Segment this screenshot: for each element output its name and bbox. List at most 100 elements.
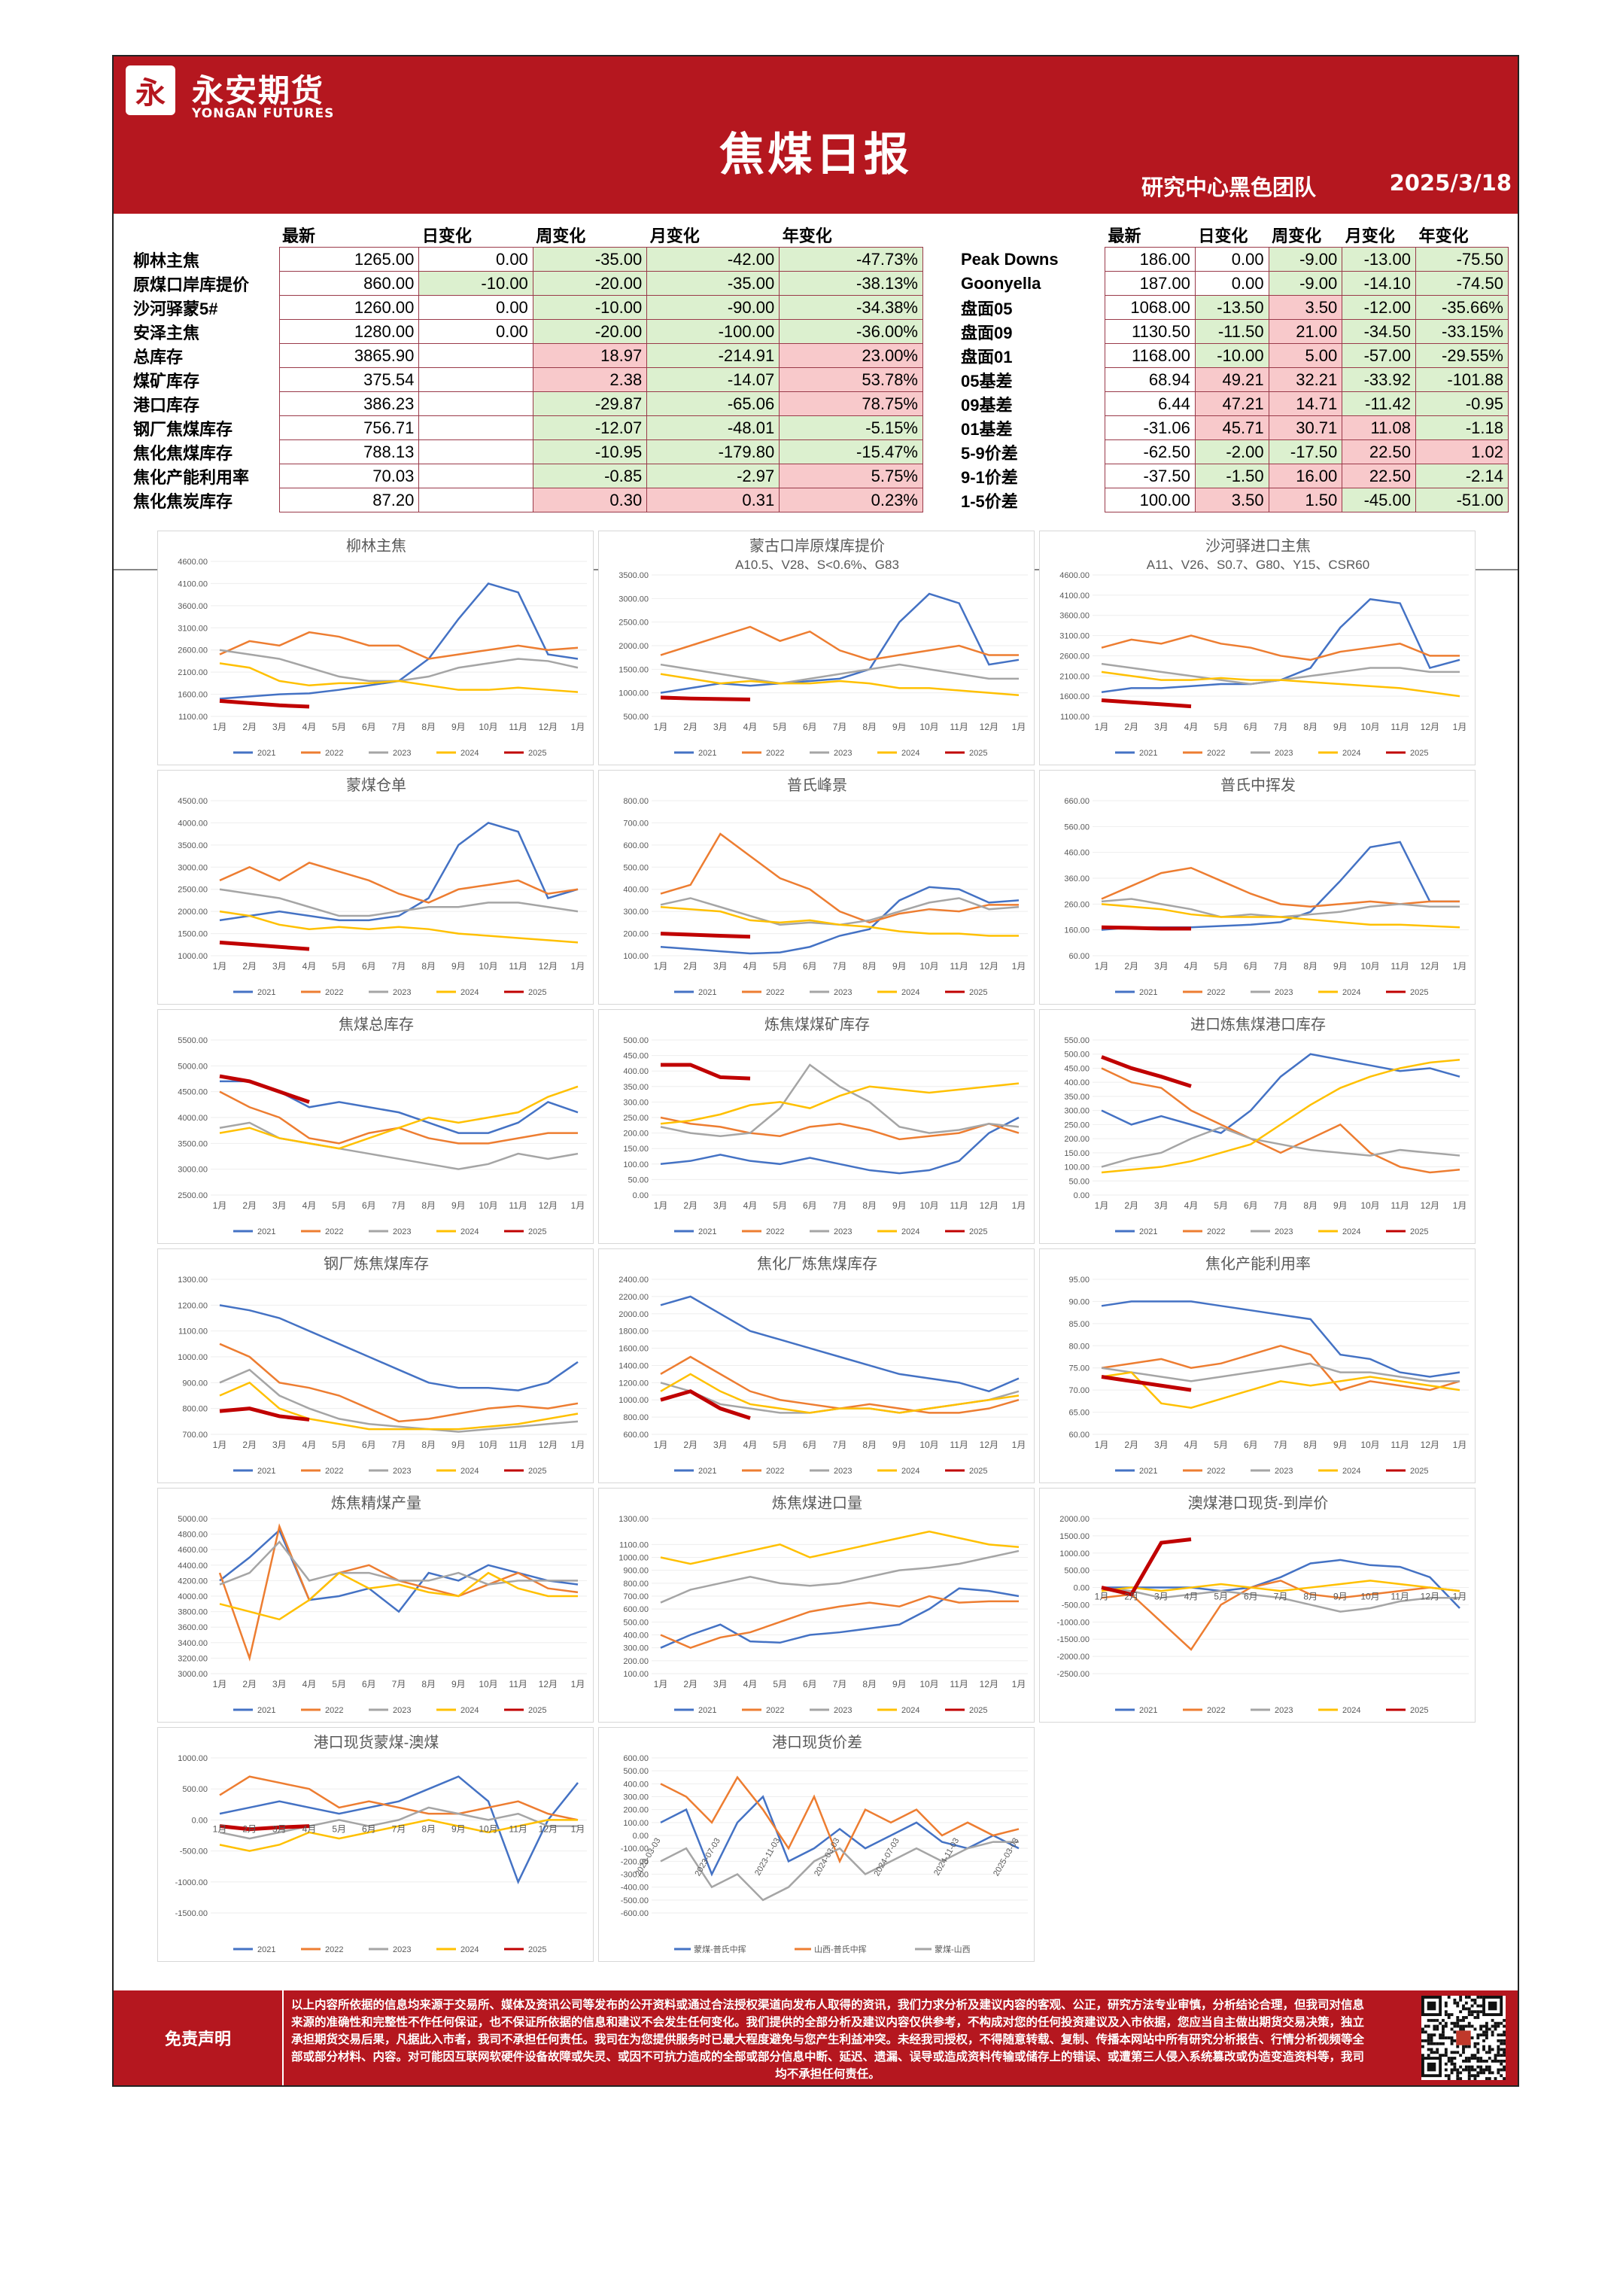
chart-title: 蒙古口岸原煤库提价 <box>749 537 885 555</box>
qr-module <box>1424 2039 1427 2042</box>
qr-module <box>1444 2068 1448 2072</box>
table-cell <box>418 391 533 416</box>
chart-svg: 焦化厂炼焦煤库存 2400.00 2200.00 2000.00 1800.00 1600… <box>619 1255 1028 1476</box>
qr-module <box>1491 2018 1494 2022</box>
y-tick-label: 2000.00 <box>1059 1515 1090 1524</box>
legend-label: 2024 <box>1342 749 1360 758</box>
qr-module <box>1444 2021 1448 2025</box>
table-row: 9-1价差 -37.50 -1.50 16.00 22.50 -2.14 <box>959 464 1509 488</box>
legend-label: 2022 <box>1207 1467 1225 1476</box>
qr-module <box>1453 2068 1457 2072</box>
y-tick-label: 700.00 <box>182 1431 208 1440</box>
qr-module <box>1503 2051 1506 2054</box>
table-cell: 1130.50 <box>1105 319 1196 344</box>
qr-module <box>1497 2033 1500 2037</box>
legend-label: 2023 <box>834 988 852 997</box>
qr-module <box>1503 2059 1506 2063</box>
x-tick-label: 10月 <box>479 1823 497 1834</box>
legend-label: 2025 <box>1410 749 1428 758</box>
table-cell: -57.00 <box>1342 343 1416 368</box>
x-tick-label: 6月 <box>362 961 376 972</box>
row-label: 焦化焦煤库存 <box>133 443 233 463</box>
chart-panel: 澳煤港口现货-到岸价 2000.00 1500.00 1000.00 500.00 0.0… <box>1039 1488 1476 1723</box>
y-tick-label: -1000.00 <box>175 1878 208 1887</box>
qr-module <box>1470 2010 1474 2014</box>
legend-label: 2021 <box>257 1227 275 1236</box>
qr-module <box>1439 2042 1442 2045</box>
legend-label: 2022 <box>766 1227 784 1236</box>
x-tick-label: 5月 <box>773 1679 787 1689</box>
table-row: 煤矿库存 375.54 2.38 -14.07 53.78% <box>130 367 923 392</box>
table-cell: 14.71 <box>1268 391 1343 416</box>
qr-module <box>1482 2039 1485 2042</box>
x-tick-label: 8月 <box>1303 1440 1318 1450</box>
x-tick-label: 12月 <box>1421 1592 1439 1602</box>
legend-label: 2024 <box>1342 1227 1360 1236</box>
y-tick-label: 300.00 <box>623 1098 649 1107</box>
y-tick-label: 1300.00 <box>619 1515 649 1524</box>
row-label: 09基差 <box>961 395 1013 415</box>
table-cell: 22.50 <box>1342 439 1416 464</box>
qr-module <box>1436 2051 1439 2054</box>
x-tick-label: 2月 <box>242 961 257 972</box>
y-tick-label: 4400.00 <box>178 1562 208 1571</box>
qr-module <box>1433 2051 1436 2054</box>
x-tick-label: 8月 <box>1303 961 1318 972</box>
y-tick-label: 350.00 <box>623 1083 649 1092</box>
qr-module <box>1476 1996 1480 1999</box>
x-tick-label: 11月 <box>950 1200 968 1211</box>
qr-module <box>1497 2051 1500 2054</box>
table-row: 盘面05 1068.00 -13.50 3.50 -12.00 -35.66% <box>959 295 1509 320</box>
chart-panel: 钢厂炼焦煤库存 1300.00 1200.00 1100.00 1000.00 900.0… <box>157 1248 594 1483</box>
qr-module <box>1470 2013 1474 2017</box>
qr-module <box>1467 2024 1471 2028</box>
x-tick-label: 6月 <box>803 1200 817 1211</box>
column-header: 周变化 <box>1272 227 1322 245</box>
table-cell: -0.85 <box>532 464 648 488</box>
y-tick-label: 4200.00 <box>178 1577 208 1586</box>
qr-module <box>1473 2001 1477 2005</box>
qr-module <box>1462 2004 1465 2008</box>
x-tick-label: 12月 <box>980 961 998 972</box>
column-header: 日变化 <box>1198 227 1248 245</box>
x-tick-label: 6月 <box>362 1679 376 1689</box>
table-cell: 0.00 <box>418 247 533 272</box>
qr-module <box>1491 2030 1494 2034</box>
qr-module <box>1436 2027 1439 2031</box>
qr-module <box>1476 2057 1480 2060</box>
x-tick-label: 3月 <box>1154 1440 1169 1450</box>
table-cell: -34.38% <box>779 295 923 320</box>
x-tick-label: 3月 <box>1154 1200 1169 1211</box>
y-tick-label: 500.00 <box>623 713 649 722</box>
x-tick-label: 6月 <box>803 1440 817 1450</box>
report-date: 2025/3/18 <box>1389 170 1512 196</box>
qr-module <box>1500 2033 1503 2037</box>
qr-module <box>1456 2068 1460 2072</box>
y-tick-label: 2600.00 <box>1059 652 1090 661</box>
row-label: 柳林主焦 <box>133 251 200 270</box>
y-tick-label: 600.00 <box>623 1605 649 1614</box>
x-tick-label: 1月 <box>1095 722 1109 732</box>
x-tick-label: 7月 <box>1274 961 1288 972</box>
y-tick-label: 200.00 <box>623 1806 649 1815</box>
legend-label: 2022 <box>325 1467 343 1476</box>
x-tick-label: 8月 <box>421 961 436 972</box>
table-cell: -10.00 <box>532 295 648 320</box>
qr-module <box>1453 2065 1457 2069</box>
x-tick-label: 10月 <box>919 722 938 732</box>
x-tick-label: 11月 <box>950 1440 968 1450</box>
x-tick-label: 7月 <box>392 961 406 972</box>
series-line-2022 <box>219 862 579 904</box>
table-cell: 0.00 <box>418 319 533 344</box>
x-tick-label: 3月 <box>272 1440 287 1450</box>
qr-module <box>1442 2018 1445 2022</box>
legend-label: 2025 <box>1410 1467 1428 1476</box>
x-tick-label: 10月 <box>479 1679 497 1689</box>
series-line-2022 <box>660 832 1019 924</box>
qr-module <box>1462 2018 1465 2022</box>
series-line-2023 <box>219 1368 579 1433</box>
table-row: 05基差 68.94 49.21 32.21 -33.92 -101.88 <box>959 367 1509 392</box>
series-line-2022 <box>218 1523 579 1662</box>
qr-module <box>1497 2048 1500 2051</box>
x-tick-label: 9月 <box>892 722 907 732</box>
